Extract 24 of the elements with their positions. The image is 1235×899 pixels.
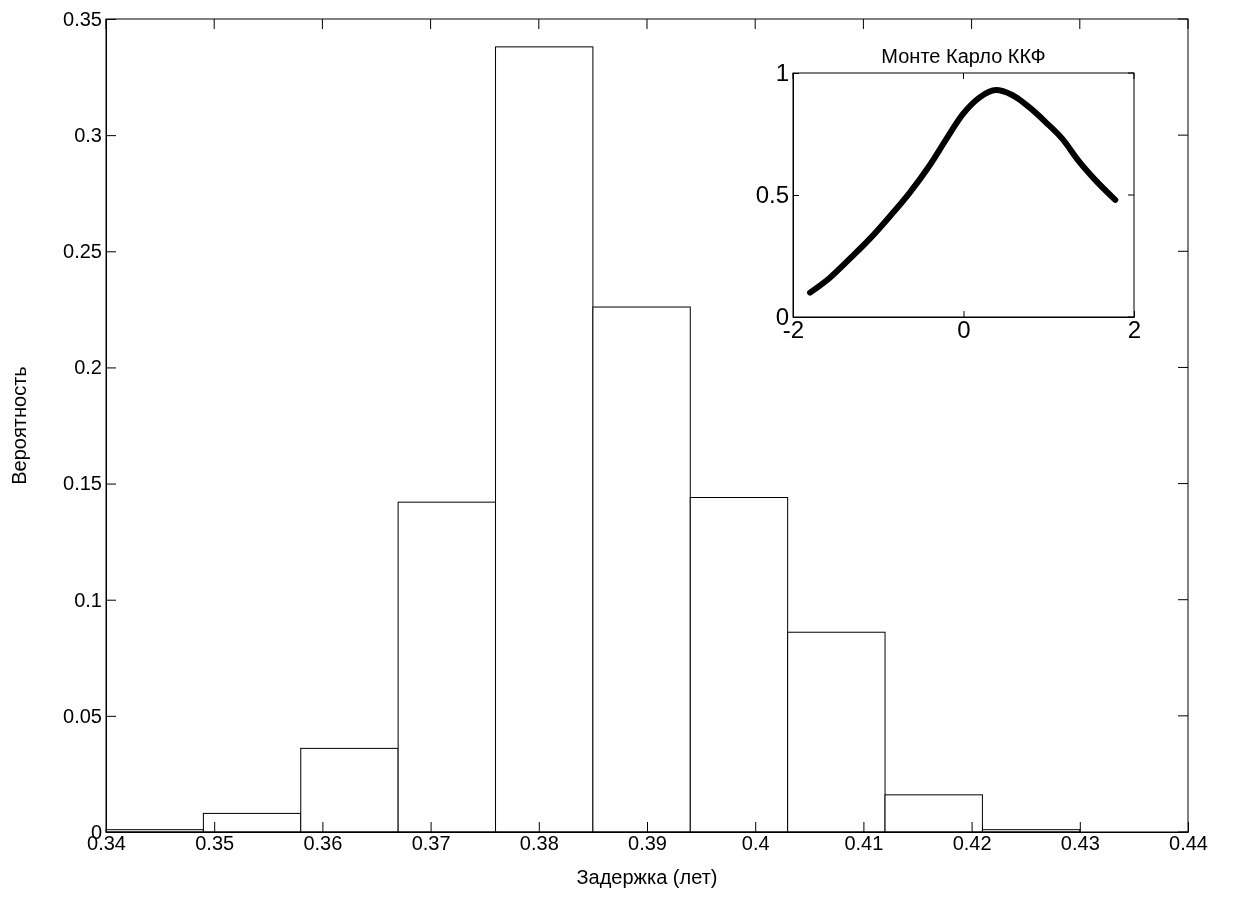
y-tick-label: 0.05: [63, 704, 102, 727]
y-tick-label: 0.15: [63, 472, 102, 495]
x-tick-label: 0: [957, 316, 971, 344]
x-tick-label: 0.38: [519, 832, 559, 855]
y-tick-label: 0.5: [755, 181, 789, 209]
y-tick-label: 0.25: [63, 240, 102, 263]
y-tick-label: 0.1: [74, 588, 102, 611]
x-tick-label: 0.35: [195, 832, 235, 855]
x-tick-label: 0.36: [303, 832, 343, 855]
y-tick-label: 0.3: [74, 124, 102, 147]
y-axis-title: Вероятность: [8, 366, 30, 485]
x-axis-title: Задержка (лет): [576, 866, 718, 888]
x-tick-label: 0.37: [411, 832, 451, 855]
y-tick-label: 0.35: [63, 7, 102, 30]
x-tick-label: 0.43: [1060, 832, 1100, 855]
y-tick-label: 1: [775, 59, 789, 87]
x-tick-label: 0.4: [741, 832, 770, 855]
y-tick-label: 0.2: [74, 356, 102, 379]
x-tick-label: 0.41: [844, 832, 884, 855]
chart-title: Монте Карло ККФ: [881, 45, 1046, 67]
x-tick-label: 0.39: [628, 832, 667, 855]
x-tick-label: 0.42: [952, 832, 992, 855]
x-tick-label: 0.44: [1169, 832, 1208, 855]
x-tick-label: 2: [1127, 316, 1142, 344]
